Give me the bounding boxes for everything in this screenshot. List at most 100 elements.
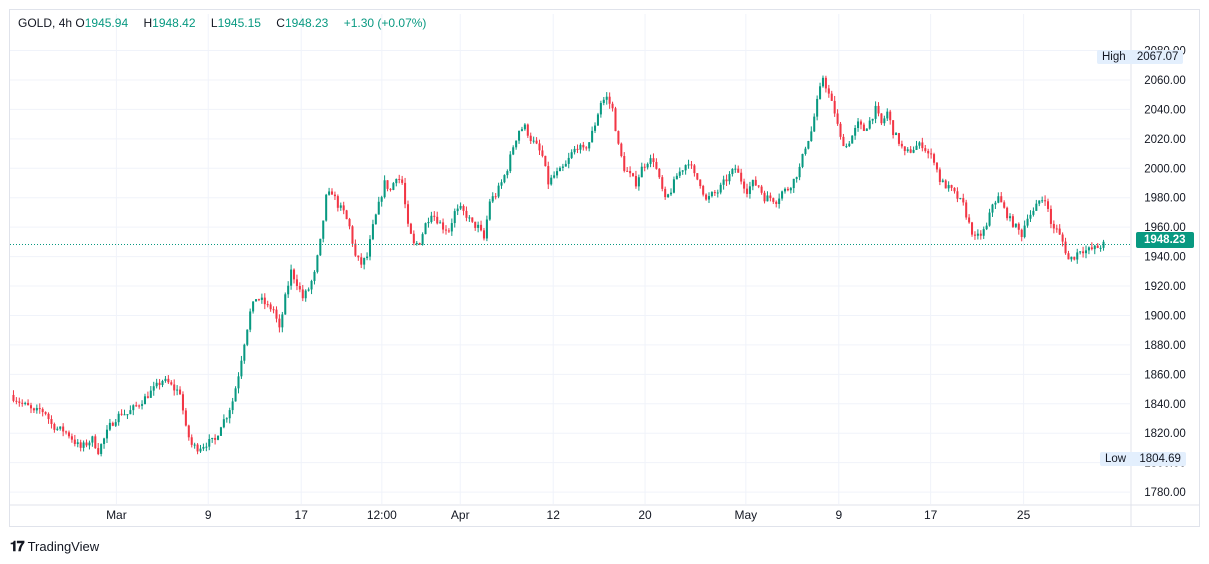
candle-body xyxy=(786,188,789,191)
candle-body xyxy=(1011,216,1014,227)
candle-body xyxy=(696,173,699,180)
candle-body xyxy=(1000,196,1003,203)
candle-body xyxy=(1014,223,1017,227)
candle-body xyxy=(164,378,167,381)
low-marker-value: 1804.69 xyxy=(1139,453,1181,465)
candle-body xyxy=(24,402,27,404)
candle-body xyxy=(152,386,155,391)
candle-body xyxy=(824,77,827,89)
candle-body xyxy=(243,344,246,361)
candle-body xyxy=(924,148,927,151)
candle-body xyxy=(120,413,123,415)
candle-body xyxy=(32,408,35,411)
candle-body xyxy=(883,118,886,124)
candle-body xyxy=(269,304,272,310)
ohlc-legend: GOLD, 4h O1945.94 H1948.42 L1945.15 C194… xyxy=(18,16,427,30)
candle-body xyxy=(1017,223,1020,230)
y-tick-label: 1880.00 xyxy=(1144,340,1186,352)
candle-body xyxy=(1035,203,1038,211)
candle-body xyxy=(436,216,439,224)
candle-body xyxy=(301,289,304,299)
candle-body xyxy=(1041,200,1044,202)
candle-body xyxy=(138,405,141,407)
candle-body xyxy=(167,378,170,383)
y-tick-label: 1920.00 xyxy=(1144,281,1186,293)
candle-body xyxy=(76,442,79,445)
candle-body xyxy=(845,146,848,148)
candle-body xyxy=(205,446,208,448)
candle-body xyxy=(857,121,860,128)
close-value: C1948.23 xyxy=(276,16,329,30)
candle-body xyxy=(1038,200,1041,204)
candle-body xyxy=(921,142,924,149)
low-value: L1945.15 xyxy=(210,16,261,30)
candle-body xyxy=(886,111,889,119)
candle-body xyxy=(734,168,737,170)
candle-body xyxy=(544,155,547,167)
candle-body xyxy=(395,178,398,184)
candle-body xyxy=(389,188,392,190)
candle-body xyxy=(596,114,599,126)
candle-body xyxy=(1064,241,1067,254)
candle-body xyxy=(292,269,296,280)
candle-body xyxy=(427,221,430,224)
candle-body xyxy=(214,437,217,440)
candle-body xyxy=(59,426,62,429)
candle-body xyxy=(620,143,623,156)
candle-body xyxy=(228,410,231,419)
candle-body xyxy=(532,140,535,142)
candle-body xyxy=(1082,251,1085,254)
candle-body xyxy=(252,301,255,312)
candle-body xyxy=(748,186,751,194)
y-tick-label: 2020.00 xyxy=(1144,134,1186,146)
candle-body xyxy=(412,233,415,244)
candle-body xyxy=(278,318,281,328)
candle-body xyxy=(1102,241,1105,248)
candle-body xyxy=(716,192,719,194)
candle-body xyxy=(263,297,266,305)
candle-body xyxy=(351,226,354,244)
x-tick-label: Apr xyxy=(451,508,470,522)
candle-body xyxy=(12,394,15,401)
candle-body xyxy=(895,133,898,136)
candle-body xyxy=(155,382,158,387)
candle-body xyxy=(56,428,59,430)
candle-body xyxy=(47,413,50,420)
candle-body xyxy=(366,256,369,259)
candle-body xyxy=(260,297,263,300)
candle-body xyxy=(368,239,372,257)
candle-body xyxy=(222,419,225,428)
candle-body xyxy=(190,437,193,445)
open-value: O1945.94 xyxy=(75,16,129,30)
candle-body xyxy=(339,205,342,208)
candle-body xyxy=(1061,234,1064,242)
candle-body xyxy=(111,422,114,426)
symbol-label: GOLD xyxy=(18,16,53,30)
candle-body xyxy=(474,221,477,228)
candle-body xyxy=(15,400,18,402)
candle-body xyxy=(506,171,509,176)
candle-body xyxy=(257,299,260,301)
candle-body xyxy=(535,140,538,144)
candle-body xyxy=(322,220,325,239)
candle-body xyxy=(44,412,47,414)
candle-body xyxy=(208,439,211,447)
candle-body xyxy=(614,108,617,132)
candle-body xyxy=(88,442,91,446)
candle-body xyxy=(354,243,357,256)
candle-body xyxy=(404,182,407,205)
candle-body xyxy=(184,410,187,426)
candle-body xyxy=(392,183,395,190)
candle-body xyxy=(640,166,643,178)
candle-body xyxy=(629,171,632,174)
candle-body xyxy=(409,223,412,234)
candle-body xyxy=(523,124,526,130)
candle-body xyxy=(935,162,938,170)
candle-body xyxy=(1076,252,1079,260)
candle-body xyxy=(447,230,450,232)
candle-body xyxy=(976,233,979,236)
candle-body xyxy=(143,396,146,405)
branding[interactable]: 𝟏𝟕 TradingView xyxy=(10,538,99,555)
change-value: +1.30 (+0.07%) xyxy=(343,16,427,30)
